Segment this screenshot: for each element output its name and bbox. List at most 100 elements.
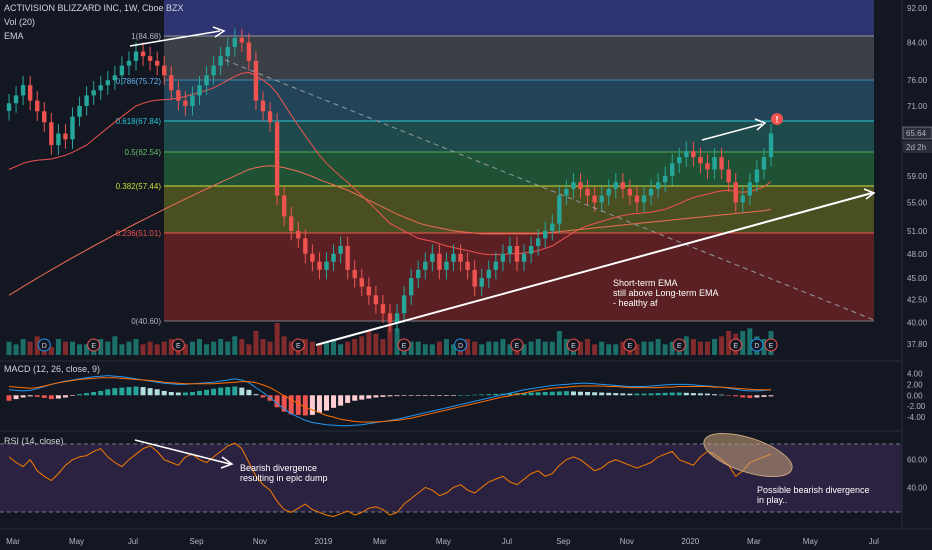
price-axis[interactable]: 92.00 84.00 76.00 71.00 59.00 55.00 51.00 48.00… [907, 4, 928, 492]
candle-body [444, 261, 449, 270]
candle-body [49, 122, 54, 146]
fib-label-0236: 0.236(51.01) [116, 229, 162, 238]
volume-bar [507, 344, 513, 355]
rsi-highlight-ellipse[interactable] [699, 425, 797, 486]
macd-histogram-bar [535, 392, 541, 396]
volume-bar [359, 336, 365, 355]
rsi-divergence-arrow[interactable] [134, 439, 231, 465]
volume-legend[interactable]: Vol (20) [4, 17, 36, 27]
time-tick-label: May [69, 537, 84, 546]
macd-histogram-bar [648, 393, 654, 396]
candle-body [211, 65, 216, 76]
ema-legend[interactable]: EMA [4, 31, 24, 41]
candle-body [578, 182, 583, 189]
candle-body [218, 56, 223, 66]
candle-body [641, 195, 647, 203]
volume-bar [331, 339, 337, 355]
macd-histogram-bar [105, 389, 111, 396]
event-marker-circle [623, 338, 637, 352]
price-tick-label: 45.00 [907, 274, 928, 283]
macd-histogram-bar [225, 387, 231, 396]
macd-pane [6, 375, 774, 427]
macd-histogram-bar [465, 395, 471, 396]
macd-histogram-bar [458, 395, 464, 396]
ema-note-line1: Short-term EMA [613, 278, 678, 288]
event-marker-label: E [515, 343, 520, 350]
candle-body [20, 85, 26, 96]
macd-histogram-bar [324, 395, 329, 411]
macd-histogram-bar [345, 395, 351, 403]
candle-body [352, 269, 357, 279]
volume-bar [105, 341, 111, 355]
volume-bar [740, 331, 746, 355]
volume-bar [712, 339, 718, 355]
macd-legend[interactable]: MACD (12, 26, close, 9) [4, 364, 101, 374]
macd-histogram-bar [401, 395, 407, 396]
recent-arrow-line[interactable] [701, 123, 763, 141]
fib-retracement[interactable]: 1(84.68) 0.786(75.72) 0.618(67.84) 0.5(6… [116, 0, 874, 326]
volume-bar [443, 339, 449, 355]
drawings[interactable]: ! [129, 26, 876, 486]
candle-body [169, 75, 174, 91]
macd-histogram-bar [697, 393, 703, 396]
volume-bar [309, 341, 315, 355]
event-marker-label: D [754, 343, 759, 350]
candle-body [677, 157, 682, 164]
candle-body [154, 60, 160, 66]
support-trendline[interactable] [315, 192, 873, 346]
chart-title: ACTIVISION BLIZZARD INC, 1W, Cboe BZX [4, 3, 184, 13]
last-price-label: 65.64 [906, 129, 927, 138]
event-marker-circle [672, 338, 686, 352]
time-axis[interactable]: Mar May Jul Sep Nov 2019 Mar May Jul Sep Nov 2020 Ma… [6, 537, 879, 546]
time-tick-label: Mar [747, 537, 761, 546]
candle-body [662, 175, 668, 183]
volume-bar [246, 344, 252, 355]
rsi-legend[interactable]: RSI (14, close) [4, 436, 64, 446]
candle-body [430, 253, 435, 262]
fib-label-05: 0.5(62.54) [125, 148, 162, 157]
volume-bar [211, 341, 217, 355]
time-tick-label: Jul [869, 537, 879, 546]
candle-body [105, 80, 110, 86]
candle-body [592, 195, 597, 203]
candle-body [232, 37, 237, 47]
volume-bar [592, 344, 598, 355]
macd-histogram-bar [436, 395, 442, 396]
rsi-note-2-line1: Possible bearish divergence [757, 485, 870, 495]
volume-bar [521, 344, 527, 355]
candle-body [310, 253, 315, 262]
price-tick-label: 40.00 [907, 319, 928, 328]
event-marker-circle [87, 338, 101, 352]
ema-note-line3: - healthy af [613, 298, 658, 308]
event-marker-circle [750, 338, 764, 352]
candle-body [768, 133, 774, 158]
macd-histogram-bar [175, 392, 181, 396]
price-tick-label: 59.00 [907, 172, 928, 181]
rsi-tick-label: 40.00 [907, 483, 928, 492]
macd-signal-line [8, 377, 771, 423]
volume-bar [189, 341, 195, 355]
macd-histogram-bar [366, 395, 372, 399]
macd-histogram-bar [655, 393, 661, 396]
fib-label-0786: 0.786(75.72) [116, 77, 162, 86]
candle-body [627, 188, 633, 196]
macd-histogram-bar [768, 395, 774, 397]
macd-histogram-bar [422, 395, 428, 396]
ema-long-line [8, 165, 772, 296]
candle-body [655, 182, 661, 189]
volume-bar [563, 339, 569, 355]
volume-bar [422, 344, 428, 355]
volume-bar [747, 328, 753, 355]
time-tick-label: Sep [556, 537, 571, 546]
alert-icon[interactable] [771, 113, 783, 125]
macd-histogram-bar [55, 395, 61, 399]
event-marker-label: E [769, 343, 774, 350]
candle-body [543, 230, 548, 239]
top-arrow-line[interactable] [129, 30, 221, 47]
macd-histogram-bar [387, 395, 393, 397]
event-marker-label: E [733, 343, 738, 350]
macd-histogram-bar [204, 389, 210, 396]
candle-body [684, 151, 689, 158]
